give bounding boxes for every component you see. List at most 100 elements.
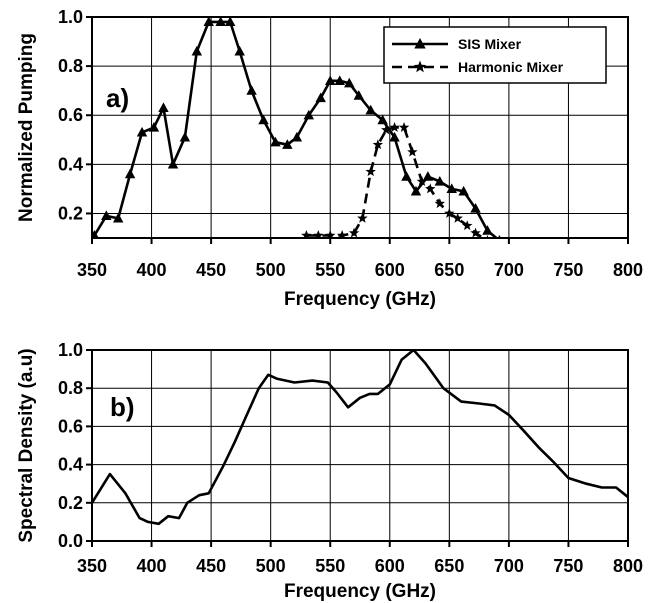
data-point-sis-mixer xyxy=(470,203,481,213)
x-tick-label: 500 xyxy=(256,556,286,576)
data-point-sis-mixer xyxy=(148,122,160,132)
y-tick-label: 0.2 xyxy=(58,203,83,223)
x-tick-label: 650 xyxy=(434,260,464,280)
legend-label-sis: SIS Mixer xyxy=(458,36,522,52)
y-tick-label: 0.2 xyxy=(58,493,83,513)
data-point-sis-mixer xyxy=(458,185,469,196)
y-tick-label: 0.8 xyxy=(58,378,83,398)
y-tick-label: 0.4 xyxy=(58,154,83,174)
y-axis-title: Normalized Pumping xyxy=(16,33,37,222)
data-point-sis-mixer xyxy=(353,90,365,100)
data-point-sis-mixer xyxy=(344,77,355,88)
x-tick-label: 800 xyxy=(613,556,643,576)
series-line-spectral-density xyxy=(92,350,628,526)
data-point-harmonic-mixer xyxy=(407,146,418,157)
data-point-sis-mixer xyxy=(282,139,293,149)
data-point-harmonic-mixer xyxy=(380,124,392,135)
plot-frame xyxy=(91,349,629,542)
data-point-sis-mixer xyxy=(315,92,326,103)
x-tick-label: 650 xyxy=(434,556,464,576)
data-point-sis-mixer xyxy=(246,85,257,95)
y-axis-title: Spectral Density (a.u) xyxy=(16,348,37,542)
plot-frame xyxy=(91,16,629,239)
data-point-sis-mixer xyxy=(291,131,303,142)
data-point-sis-mixer xyxy=(136,126,148,137)
data-point-sis-mixer xyxy=(401,171,412,181)
x-tick-label: 600 xyxy=(375,260,405,280)
data-point-sis-mixer xyxy=(410,185,422,196)
x-tick-label: 450 xyxy=(196,556,226,576)
x-tick-label: 800 xyxy=(613,260,643,280)
data-point-harmonic-mixer xyxy=(486,234,489,238)
data-point-sis-mixer xyxy=(191,45,203,56)
x-tick-label: 750 xyxy=(553,556,583,576)
x-tick-label: 550 xyxy=(315,260,345,280)
y-tick-label: 1.0 xyxy=(58,7,83,27)
data-point-sis-mixer xyxy=(434,176,446,186)
data-point-sis-mixer xyxy=(124,168,136,179)
x-tick-label: 450 xyxy=(196,260,226,280)
data-point-sis-mixer xyxy=(158,102,169,112)
y-tick-label: 0.8 xyxy=(58,56,83,76)
x-tick-label: 400 xyxy=(137,260,167,280)
data-point-sis-mixer xyxy=(324,75,336,85)
data-point-sis-mixer xyxy=(303,109,315,120)
y-tick-label: 0.6 xyxy=(58,105,83,125)
x-tick-label: 600 xyxy=(375,556,405,576)
data-point-harmonic-mixer xyxy=(301,230,312,238)
data-point-sis-mixer xyxy=(482,225,493,235)
data-point-harmonic-mixer xyxy=(365,166,376,177)
data-point-sis-mixer xyxy=(365,104,376,115)
data-point-harmonic-mixer xyxy=(389,122,400,132)
x-axis-title: Frequency (GHz) xyxy=(284,581,436,602)
data-point-harmonic-mixer xyxy=(357,212,368,223)
star-marker-icon xyxy=(413,60,427,73)
data-point-harmonic-mixer xyxy=(470,227,481,238)
data-point-sis-mixer xyxy=(101,210,112,221)
data-point-sis-mixer xyxy=(234,45,245,56)
y-tick-label: 0.0 xyxy=(58,531,83,551)
data-point-sis-mixer xyxy=(389,131,400,142)
legend: SIS Mixer Harmonic Mixer xyxy=(383,26,607,84)
data-point-sis-mixer xyxy=(377,114,388,125)
data-point-harmonic-mixer xyxy=(434,198,446,209)
x-tick-label: 700 xyxy=(494,260,524,280)
data-point-sis-mixer xyxy=(334,75,345,85)
legend-label-harmonic: Harmonic Mixer xyxy=(458,59,564,75)
data-point-sis-mixer xyxy=(179,131,191,142)
data-point-sis-mixer xyxy=(422,171,434,181)
x-axis-title: Frequency (GHz) xyxy=(284,289,436,310)
data-point-harmonic-mixer xyxy=(398,122,410,132)
panel-label: a) xyxy=(106,83,129,113)
data-point-harmonic-mixer xyxy=(372,139,384,150)
y-tick-label: 0.6 xyxy=(58,416,83,436)
y-tick-label: 0.4 xyxy=(58,455,83,475)
x-tick-label: 350 xyxy=(77,556,107,576)
data-point-harmonic-mixer xyxy=(425,183,436,194)
data-point-harmonic-mixer xyxy=(348,227,360,238)
x-tick-label: 350 xyxy=(77,260,107,280)
data-point-harmonic-mixer xyxy=(452,212,463,223)
x-tick-label: 400 xyxy=(137,556,167,576)
data-point-harmonic-mixer xyxy=(416,176,428,186)
data-point-sis-mixer xyxy=(258,114,269,125)
data-point-sis-mixer xyxy=(92,230,99,238)
data-point-sis-mixer xyxy=(446,183,457,194)
triangle-marker-icon xyxy=(414,38,426,49)
x-tick-label: 550 xyxy=(315,556,345,576)
x-tick-label: 500 xyxy=(256,260,286,280)
data-point-sis-mixer xyxy=(224,17,236,27)
data-point-harmonic-mixer xyxy=(324,230,336,238)
data-point-sis-mixer xyxy=(203,17,214,27)
data-point-sis-mixer xyxy=(112,212,124,223)
series-group-b xyxy=(92,350,628,526)
y-tick-label: 1.0 xyxy=(58,340,83,360)
x-tick-label: 700 xyxy=(494,556,524,576)
data-point-harmonic-mixer xyxy=(313,230,324,238)
data-point-sis-mixer xyxy=(215,17,226,27)
legend-box xyxy=(383,26,607,84)
data-point-sis-mixer xyxy=(167,158,179,169)
data-point-sis-mixer xyxy=(270,136,281,147)
panel-label: b) xyxy=(110,392,135,422)
